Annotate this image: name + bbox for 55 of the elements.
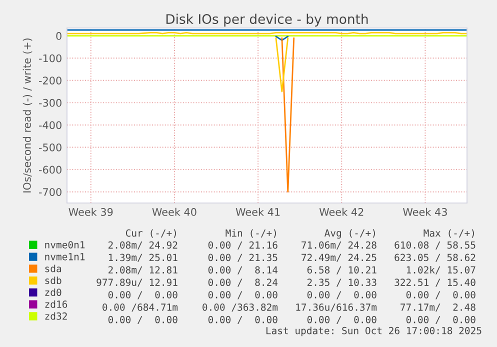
x-tick-label: Week 39	[68, 208, 113, 216]
text: Cur (-/+)	[126, 229, 176, 238]
legend-label: zd0	[45, 288, 62, 296]
text: 0.00 / 0.00	[208, 316, 278, 324]
y-tick-label: -400	[39, 121, 62, 130]
x-tick-label: Week 42	[319, 208, 364, 216]
y-tick-label: 0	[56, 32, 62, 40]
y-tick-label: -300	[39, 98, 62, 107]
y-axis-title: IOs/second read (-) / write (+)	[22, 38, 32, 192]
text: 0.00 / 0.00	[406, 291, 476, 300]
legend-label: zd16	[45, 300, 68, 308]
text: 0.00 / 0.00	[208, 291, 278, 300]
text: 610.08 / 58.55	[394, 241, 476, 250]
text: 77.17m/ 2.48	[400, 304, 476, 312]
legend-label: sda	[45, 264, 62, 272]
text: 0.00 / 0.00	[307, 291, 376, 300]
text: 1.39m/ 25.01	[108, 254, 178, 262]
text: 0.00 / 8.24	[208, 278, 278, 287]
text: 71.06m/ 24.28	[302, 241, 376, 250]
y-tick-label: -700	[39, 188, 62, 196]
text: Max (-/+)	[424, 229, 474, 238]
y-tick-label: -200	[39, 76, 62, 84]
text: 0.00 /363.82m	[202, 304, 278, 312]
text: 72.49m/ 24.25	[302, 254, 376, 262]
y-tick-label: -600	[39, 166, 62, 174]
text: 0.00 / 0.00	[108, 316, 178, 324]
text: Last update: Sun Oct 26 17:00:18 2025	[266, 326, 482, 336]
text: Min (-/+)	[226, 229, 276, 238]
text: 2.35 / 10.33	[307, 278, 376, 287]
text: 1.02k/ 15.07	[406, 266, 476, 274]
legend-label: nvme1n1	[45, 253, 85, 260]
text: 977.89u/ 12.91	[96, 278, 178, 287]
x-tick-label: Week 41	[236, 208, 280, 216]
text: 2.08m/ 24.92	[108, 241, 178, 250]
text: 0.00 / 21.35	[208, 254, 278, 262]
legend-label: nvme0n1	[45, 241, 85, 248]
text: 0.00 / 8.14	[208, 266, 278, 274]
text: 2.08m/ 12.81	[108, 266, 178, 274]
text: 0.00 / 21.16	[208, 241, 278, 250]
legend-label: sdb	[45, 276, 62, 284]
text: Avg (-/+)	[324, 229, 375, 239]
text: 0.00 / 0.00	[307, 316, 376, 324]
y-tick-label: -500	[39, 143, 62, 152]
text: 623.05 / 58.62	[394, 254, 476, 262]
x-tick-label: Week 43	[403, 208, 447, 216]
text: 6.58 / 10.21	[307, 266, 376, 274]
chart-title: Disk IOs per device - by month	[166, 14, 368, 27]
text: 0.00 / 0.00	[406, 316, 476, 324]
x-tick-label: Week 40	[152, 208, 196, 216]
y-tick-label: -100	[39, 54, 62, 62]
text: 0.00 /684.71m	[102, 304, 178, 312]
legend-label: zd32	[45, 312, 67, 320]
text: 0.00 / 0.00	[108, 291, 178, 300]
text: 322.51 / 15.40	[394, 278, 476, 287]
text: 17.36u/616.37m	[296, 304, 377, 312]
